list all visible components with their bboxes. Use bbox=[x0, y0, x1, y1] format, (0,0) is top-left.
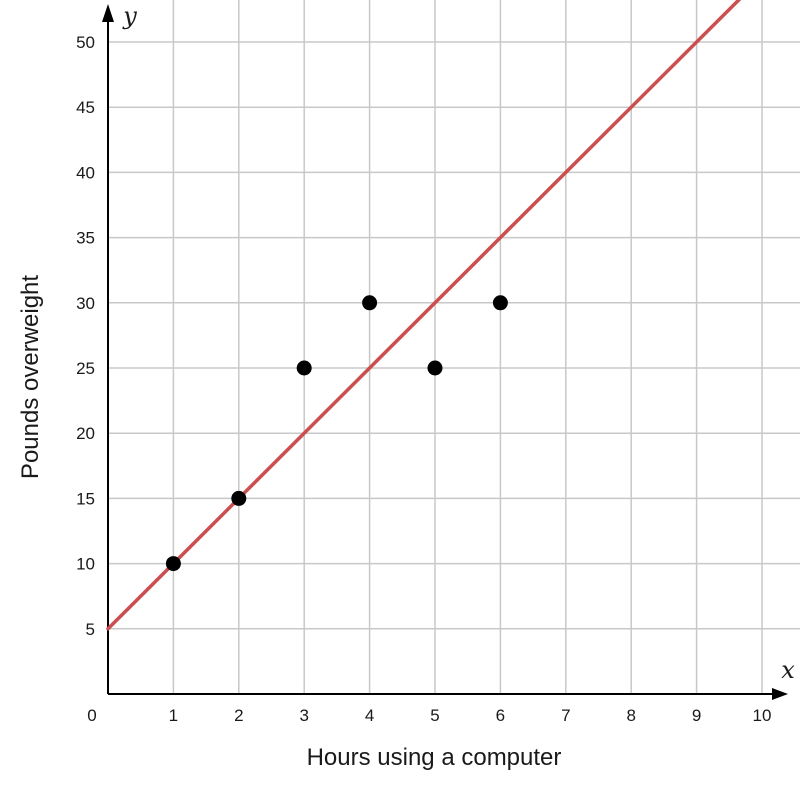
x-tick-label: 3 bbox=[299, 706, 308, 725]
y-tick-label: 10 bbox=[76, 555, 95, 574]
y-tick-label: 35 bbox=[76, 229, 95, 248]
trend-line-group bbox=[106, 0, 742, 631]
x-tick-label: 10 bbox=[753, 706, 772, 725]
x-tick-label: 4 bbox=[365, 706, 374, 725]
x-tick-labels: 0 1 2 3 4 5 6 7 8 9 10 bbox=[87, 706, 771, 725]
x-tick-label: 1 bbox=[169, 706, 178, 725]
y-tick-label: 30 bbox=[76, 294, 95, 313]
y-tick-labels: 5 10 15 20 25 30 35 40 45 50 bbox=[76, 33, 95, 639]
data-points bbox=[165, 295, 508, 572]
x-tick-label: 7 bbox=[561, 706, 570, 725]
x-tick-label: 5 bbox=[430, 706, 439, 725]
data-point bbox=[427, 360, 443, 376]
x-tick-label: 8 bbox=[626, 706, 635, 725]
y-tick-label: 25 bbox=[76, 359, 95, 378]
data-point bbox=[296, 360, 312, 376]
trend-line bbox=[106, 0, 742, 631]
y-tick-label: 40 bbox=[76, 163, 95, 182]
x-axis-variable: x bbox=[781, 656, 795, 684]
y-axis-variable: y bbox=[122, 2, 137, 30]
y-axis-title: Pounds overweight bbox=[17, 275, 44, 479]
x-axis-arrow bbox=[772, 688, 788, 700]
data-point bbox=[492, 295, 508, 311]
y-tick-label: 45 bbox=[76, 98, 95, 117]
x-tick-label: 9 bbox=[692, 706, 701, 725]
y-tick-label: 15 bbox=[76, 489, 95, 508]
data-point bbox=[362, 295, 378, 311]
y-axis-arrow bbox=[102, 4, 114, 22]
y-tick-label: 5 bbox=[86, 620, 95, 639]
data-point bbox=[165, 556, 181, 572]
x-tick-label: 0 bbox=[87, 706, 96, 725]
axes bbox=[102, 4, 788, 700]
y-tick-label: 20 bbox=[76, 424, 95, 443]
y-tick-label: 50 bbox=[76, 33, 95, 52]
x-axis-title: Hours using a computer bbox=[307, 744, 562, 771]
x-tick-label: 6 bbox=[496, 706, 505, 725]
x-tick-label: 2 bbox=[234, 706, 243, 725]
data-point bbox=[231, 490, 247, 506]
grid bbox=[108, 0, 800, 694]
